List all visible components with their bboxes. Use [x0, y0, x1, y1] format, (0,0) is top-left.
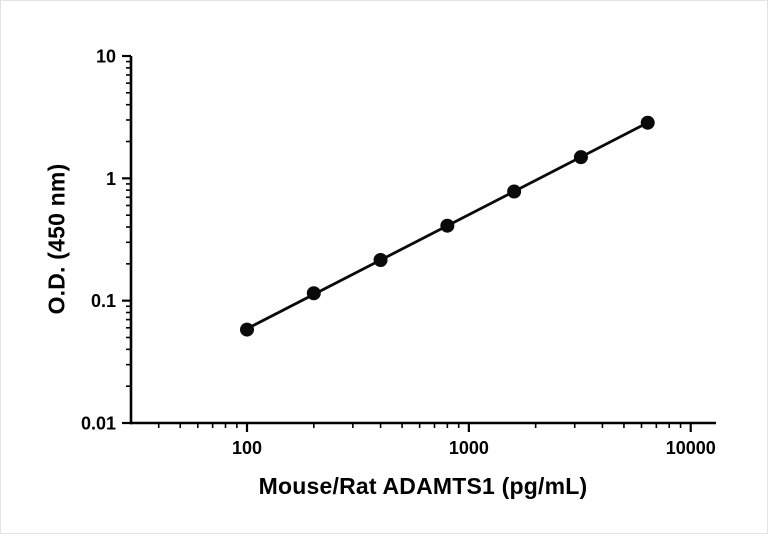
- y-tick-label: 10: [96, 47, 116, 67]
- x-tick-label: 1000: [449, 438, 489, 458]
- x-axis-title: Mouse/Rat ADAMTS1 (pg/mL): [258, 473, 588, 499]
- data-point: [507, 184, 522, 199]
- data-point: [440, 218, 455, 233]
- data-point: [573, 150, 588, 165]
- data-point: [373, 252, 388, 267]
- y-axis-title: O.D. (450 nm): [43, 163, 70, 315]
- y-tick-label: 0.1: [91, 291, 116, 311]
- data-point: [640, 115, 655, 130]
- x-tick-label: 10000: [666, 438, 716, 458]
- y-tick-label: 1: [106, 169, 116, 189]
- x-tick-label: 100: [232, 438, 262, 458]
- data-point: [240, 322, 255, 337]
- y-tick-label: 0.01: [81, 414, 116, 434]
- data-point: [306, 286, 321, 301]
